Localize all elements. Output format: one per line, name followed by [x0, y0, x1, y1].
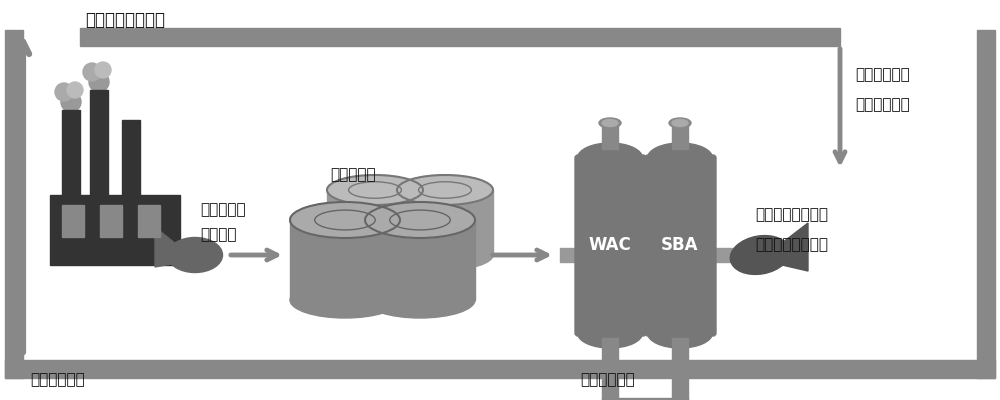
Bar [80, 28, 840, 46]
Ellipse shape [669, 363, 691, 373]
Ellipse shape [397, 175, 493, 205]
Bar [5, 30, 23, 378]
Bar [672, 368, 688, 400]
Text: 生活污水: 生活污水 [200, 228, 237, 242]
Text: 污水处理厂: 污水处理厂 [330, 168, 376, 182]
Bar [672, 123, 688, 149]
Ellipse shape [672, 120, 688, 126]
Bar [138, 205, 160, 237]
Circle shape [95, 62, 111, 78]
Text: 用于复合型离: 用于复合型离 [855, 68, 910, 82]
Bar [560, 248, 745, 262]
Text: 工业用水水源: 工业用水水源 [30, 372, 85, 388]
Bar [365, 220, 475, 300]
Bar [602, 338, 618, 368]
Ellipse shape [168, 238, 222, 272]
Circle shape [83, 63, 101, 81]
Ellipse shape [327, 175, 423, 205]
Bar [290, 220, 400, 300]
Text: 工业废水与: 工业废水与 [200, 202, 246, 218]
Ellipse shape [648, 318, 712, 348]
Polygon shape [155, 227, 177, 267]
Ellipse shape [290, 202, 400, 238]
Ellipse shape [599, 118, 621, 128]
Circle shape [55, 83, 73, 101]
Bar [62, 205, 84, 237]
Bar [100, 205, 122, 237]
Ellipse shape [365, 202, 475, 238]
Ellipse shape [365, 282, 475, 318]
Text: 子交换剂再生: 子交换剂再生 [855, 98, 910, 112]
Ellipse shape [669, 118, 691, 128]
Text: 企业排放二氧化碳: 企业排放二氧化碳 [85, 11, 165, 29]
FancyBboxPatch shape [645, 155, 716, 336]
Text: 二氧化碳循环再生: 二氧化碳循环再生 [755, 208, 828, 222]
Ellipse shape [290, 282, 400, 318]
Text: WAC: WAC [589, 236, 631, 254]
Circle shape [61, 92, 81, 112]
Ellipse shape [578, 143, 642, 173]
Bar [122, 120, 140, 195]
Ellipse shape [397, 240, 493, 270]
Ellipse shape [578, 318, 642, 348]
Circle shape [67, 82, 83, 98]
Text: 污水处理脱盐: 污水处理脱盐 [580, 372, 635, 388]
Bar [397, 190, 493, 255]
Circle shape [89, 72, 109, 92]
Ellipse shape [327, 240, 423, 270]
Bar [602, 123, 618, 149]
Text: 工艺用于水体脱盐: 工艺用于水体脱盐 [755, 238, 828, 252]
Bar [50, 195, 180, 265]
Ellipse shape [730, 236, 790, 274]
Bar [977, 30, 995, 378]
Bar [602, 368, 618, 400]
Polygon shape [782, 223, 808, 271]
Bar [62, 110, 80, 195]
Bar [602, 398, 688, 400]
Ellipse shape [648, 143, 712, 173]
Bar [327, 190, 423, 255]
Bar [90, 90, 108, 195]
Ellipse shape [602, 120, 618, 126]
FancyBboxPatch shape [575, 155, 646, 336]
Text: SBA: SBA [661, 236, 699, 254]
Bar [672, 338, 688, 368]
Bar [5, 360, 995, 378]
Ellipse shape [599, 363, 621, 373]
